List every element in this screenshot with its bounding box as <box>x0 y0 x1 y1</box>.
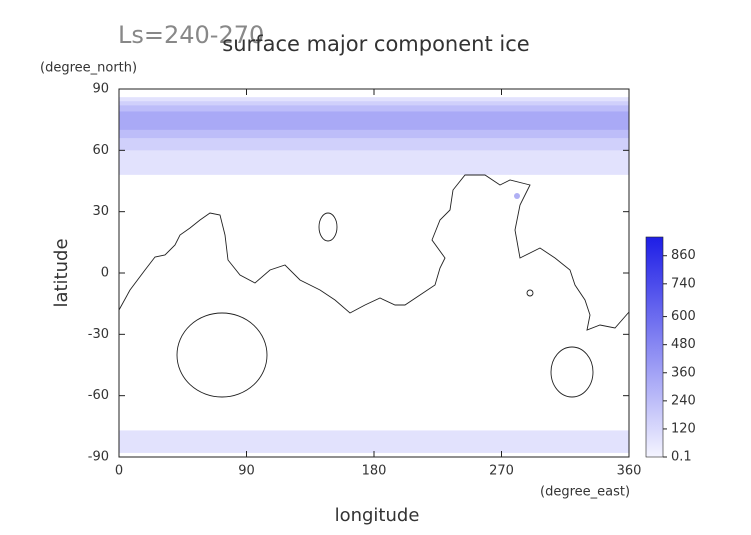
colorbar-tick-label: 0.1 <box>671 450 692 465</box>
x-axis-label: longitude <box>335 505 420 526</box>
y-tick-label: -90 <box>88 450 109 465</box>
x-tick-label: 360 <box>617 464 642 479</box>
ice-spot <box>514 193 520 199</box>
x-units: (degree_east) <box>540 485 630 500</box>
y-tick-label: 90 <box>92 82 109 97</box>
ice-band <box>119 430 629 453</box>
y-tick-label: 0 <box>101 266 109 281</box>
y-tick-label: 60 <box>92 143 109 158</box>
colorbar-tick-label: 740 <box>671 276 696 291</box>
y-tick-label: -30 <box>88 327 109 342</box>
contour-line <box>118 174 630 331</box>
y-axis-label: latitude <box>51 238 72 307</box>
ice-regions <box>119 97 629 453</box>
x-tick-label: 270 <box>489 464 514 479</box>
colorbar <box>645 236 664 458</box>
contour-line <box>550 346 594 398</box>
colorbar-tick-label: 600 <box>671 309 696 324</box>
colorbar-tick-label: 860 <box>671 248 696 263</box>
x-tick-label: 180 <box>362 464 387 479</box>
contour-line <box>176 312 268 398</box>
contour-line <box>318 212 338 242</box>
colorbar-tick-label: 120 <box>671 421 696 436</box>
x-tick-label: 0 <box>115 464 123 479</box>
y-tick-label: -60 <box>88 388 109 403</box>
x-tick-label: 90 <box>238 464 255 479</box>
chart-title: surface major component ice <box>222 32 529 56</box>
ice-band <box>119 111 629 130</box>
annotation: Ls=240-270 <box>118 21 264 49</box>
coastline <box>118 174 630 398</box>
y-tick-label: 30 <box>92 204 109 219</box>
colorbar-tick-label: 240 <box>671 393 696 408</box>
colorbar-tick-label: 480 <box>671 337 696 352</box>
contour-line <box>526 289 534 297</box>
y-units: (degree_north) <box>40 61 137 76</box>
colorbar-tick-label: 360 <box>671 365 696 380</box>
